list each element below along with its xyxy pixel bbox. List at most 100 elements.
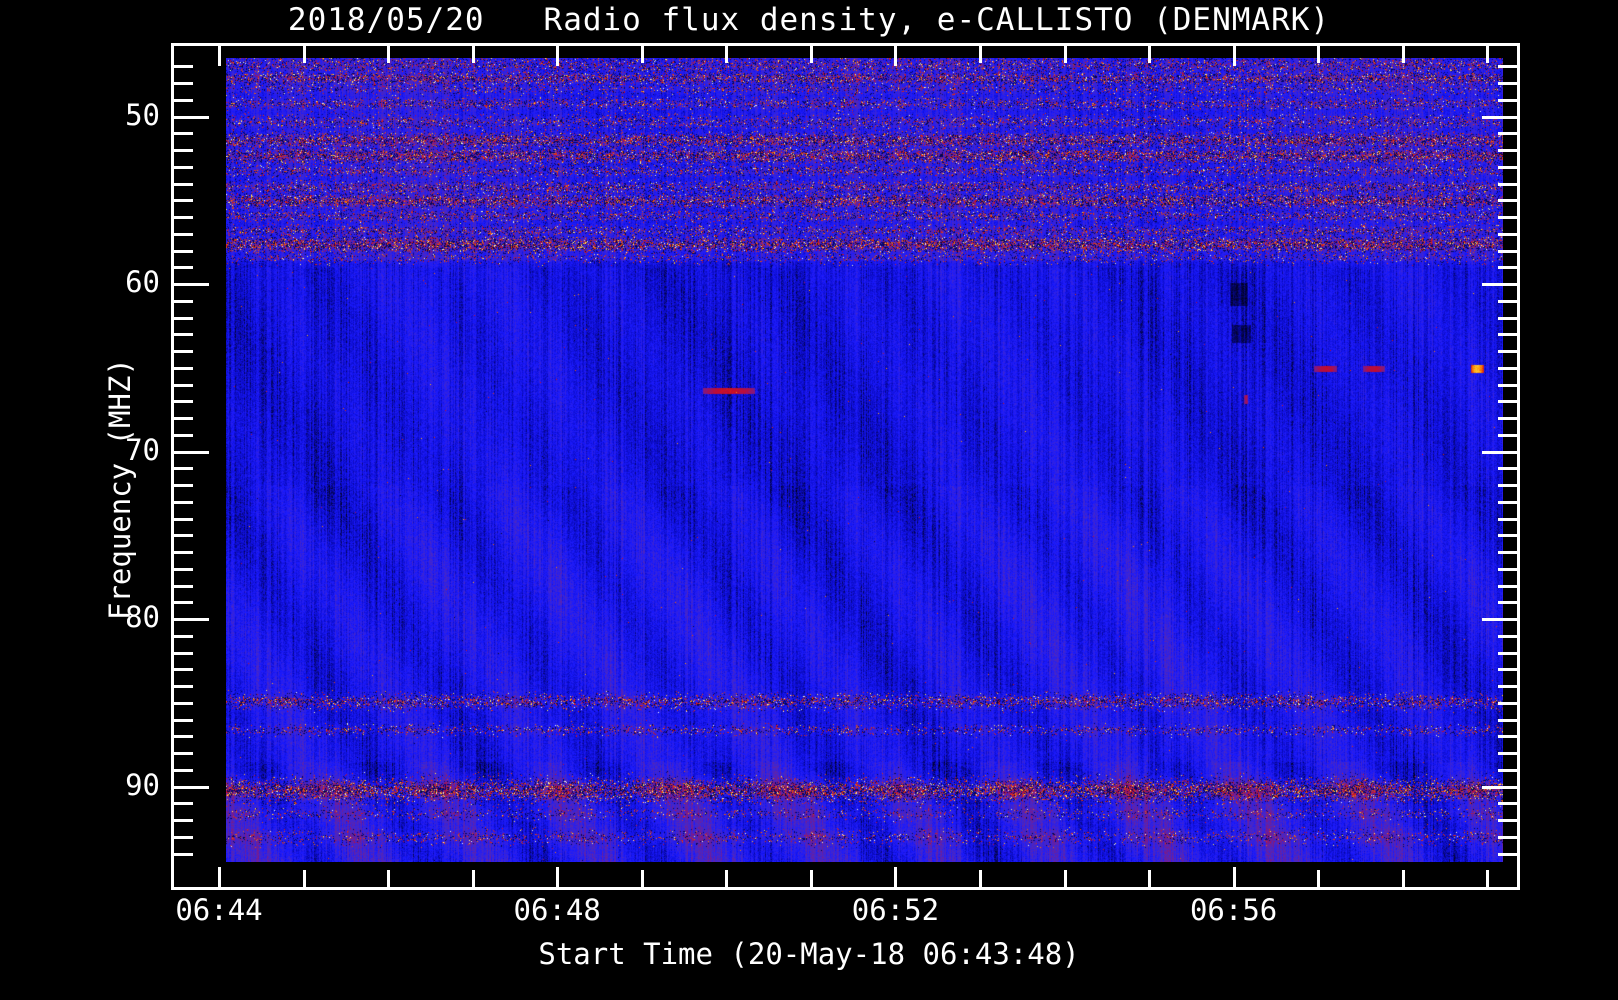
spectrogram-plot-area bbox=[226, 58, 1503, 862]
y-tick-minor bbox=[171, 819, 193, 823]
spectrogram-canvas bbox=[226, 58, 1503, 862]
y-tick-minor bbox=[171, 400, 193, 404]
x-tick-minor bbox=[725, 870, 729, 890]
y-tick-minor-right bbox=[1498, 752, 1520, 756]
y-tick-minor bbox=[171, 82, 193, 86]
y-tick-minor-right bbox=[1498, 417, 1520, 421]
y-tick-major bbox=[171, 283, 209, 287]
y-tick-minor bbox=[171, 182, 193, 186]
y-tick-minor-right bbox=[1498, 701, 1520, 705]
y-tick-minor bbox=[171, 433, 193, 437]
y-tick-minor-right bbox=[1498, 668, 1520, 672]
y-tick-minor bbox=[171, 484, 193, 488]
y-tick-minor-right bbox=[1498, 433, 1520, 437]
y-tick-minor-right bbox=[1498, 567, 1520, 571]
y-tick-minor bbox=[171, 366, 193, 370]
y-tick-minor-right bbox=[1498, 165, 1520, 169]
y-tick-minor-right bbox=[1498, 802, 1520, 806]
x-tick-label: 06:52 bbox=[851, 893, 940, 927]
y-tick-minor bbox=[171, 852, 193, 856]
y-tick-minor bbox=[171, 132, 193, 136]
y-tick-minor bbox=[171, 65, 193, 69]
y-tick-minor bbox=[171, 517, 193, 521]
y-tick-minor-right bbox=[1498, 400, 1520, 404]
y-tick-minor bbox=[171, 266, 193, 270]
y-tick-minor bbox=[171, 601, 193, 605]
y-tick-major bbox=[171, 618, 209, 622]
y-tick-minor bbox=[171, 768, 193, 772]
y-tick-minor bbox=[171, 634, 193, 638]
y-tick-minor bbox=[171, 802, 193, 806]
y-tick-minor bbox=[171, 149, 193, 153]
x-tick-major bbox=[556, 867, 560, 890]
y-tick-label-90: 90 bbox=[125, 767, 160, 802]
x-tick-minor-top bbox=[302, 43, 306, 63]
x-tick-major-top bbox=[556, 43, 560, 66]
y-tick-major-right bbox=[1482, 618, 1520, 622]
y-tick-minor-right bbox=[1498, 852, 1520, 856]
y-tick-minor-right bbox=[1498, 685, 1520, 689]
y-tick-major-right bbox=[1482, 785, 1520, 789]
y-tick-minor-right bbox=[1498, 517, 1520, 521]
y-tick-minor-right bbox=[1498, 82, 1520, 86]
y-tick-minor-right bbox=[1498, 718, 1520, 722]
y-tick-minor bbox=[171, 685, 193, 689]
y-tick-minor-right bbox=[1498, 467, 1520, 471]
y-tick-minor-right bbox=[1498, 584, 1520, 588]
y-tick-label-60: 60 bbox=[125, 265, 160, 300]
y-tick-label-70: 70 bbox=[125, 432, 160, 467]
y-axis-title: Frequency (MHZ) bbox=[103, 358, 137, 620]
y-tick-minor bbox=[171, 651, 193, 655]
y-tick-label-80: 80 bbox=[125, 600, 160, 635]
x-tick-minor bbox=[1317, 870, 1321, 890]
y-tick-minor-right bbox=[1498, 350, 1520, 354]
y-tick-minor-right bbox=[1498, 651, 1520, 655]
x-tick-minor bbox=[1486, 870, 1490, 890]
y-tick-minor-right bbox=[1498, 366, 1520, 370]
x-tick-minor bbox=[387, 870, 391, 890]
x-tick-minor-top bbox=[725, 43, 729, 63]
y-tick-minor-right bbox=[1498, 232, 1520, 236]
y-tick-minor-right bbox=[1498, 551, 1520, 555]
x-tick-major-top bbox=[218, 43, 221, 66]
x-tick-minor-top bbox=[1317, 43, 1321, 63]
x-tick-minor bbox=[1148, 870, 1152, 890]
y-tick-minor-right bbox=[1498, 182, 1520, 186]
y-tick-minor bbox=[171, 551, 193, 555]
y-tick-minor bbox=[171, 467, 193, 471]
y-tick-minor-right bbox=[1498, 266, 1520, 270]
x-tick-minor bbox=[471, 870, 475, 890]
y-tick-minor bbox=[171, 752, 193, 756]
y-tick-minor bbox=[171, 584, 193, 588]
y-tick-minor-right bbox=[1498, 634, 1520, 638]
x-tick-minor-top bbox=[640, 43, 644, 63]
y-tick-minor-right bbox=[1498, 65, 1520, 69]
y-tick-minor bbox=[171, 668, 193, 672]
y-tick-minor bbox=[171, 718, 193, 722]
y-tick-minor bbox=[171, 701, 193, 705]
x-tick-minor bbox=[640, 870, 644, 890]
y-tick-minor bbox=[171, 417, 193, 421]
y-tick-label-50: 50 bbox=[125, 97, 160, 132]
x-tick-minor bbox=[809, 870, 813, 890]
y-tick-minor-right bbox=[1498, 316, 1520, 320]
y-tick-minor bbox=[171, 735, 193, 739]
y-tick-minor bbox=[171, 500, 193, 504]
x-tick-major bbox=[218, 867, 221, 890]
y-tick-minor-right bbox=[1498, 484, 1520, 488]
x-tick-minor-top bbox=[387, 43, 391, 63]
x-tick-minor bbox=[1063, 870, 1067, 890]
x-tick-label: 06:56 bbox=[1189, 893, 1278, 927]
y-tick-minor bbox=[171, 199, 193, 203]
y-tick-minor bbox=[171, 567, 193, 571]
x-tick-minor-top bbox=[809, 43, 813, 63]
y-tick-minor-right bbox=[1498, 500, 1520, 504]
y-tick-minor bbox=[171, 299, 193, 303]
y-tick-minor-right bbox=[1498, 383, 1520, 387]
x-tick-minor-top bbox=[978, 43, 982, 63]
y-tick-minor-right bbox=[1498, 299, 1520, 303]
y-tick-major-right bbox=[1482, 283, 1520, 287]
y-tick-minor bbox=[171, 835, 193, 839]
x-tick-major-top bbox=[1232, 43, 1236, 66]
